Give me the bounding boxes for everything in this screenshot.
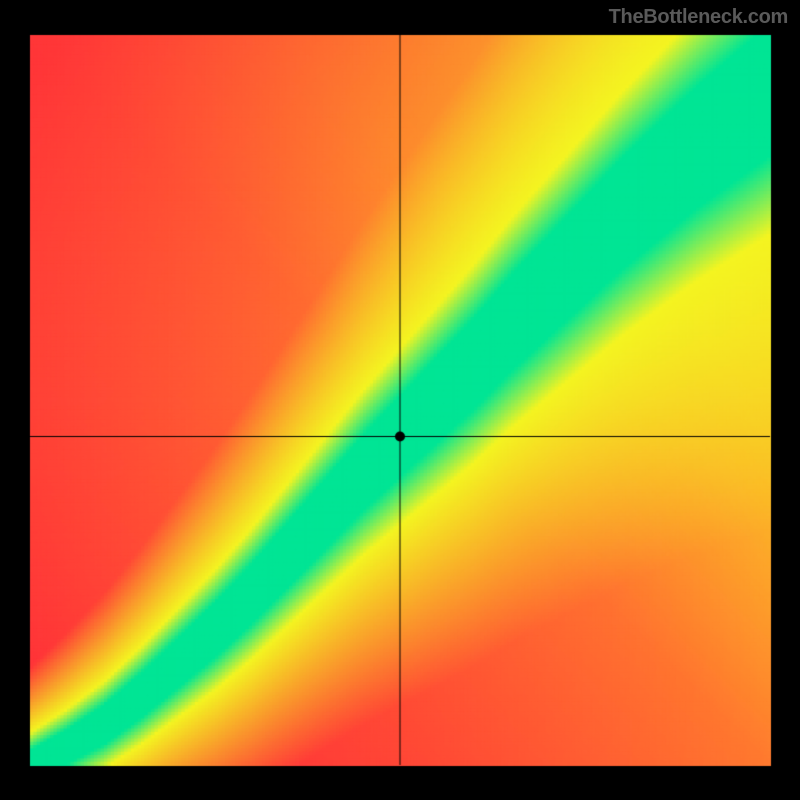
bottleneck-heatmap	[0, 0, 800, 800]
watermark-text: TheBottleneck.com	[609, 6, 788, 29]
chart-container: TheBottleneck.com	[0, 0, 800, 800]
